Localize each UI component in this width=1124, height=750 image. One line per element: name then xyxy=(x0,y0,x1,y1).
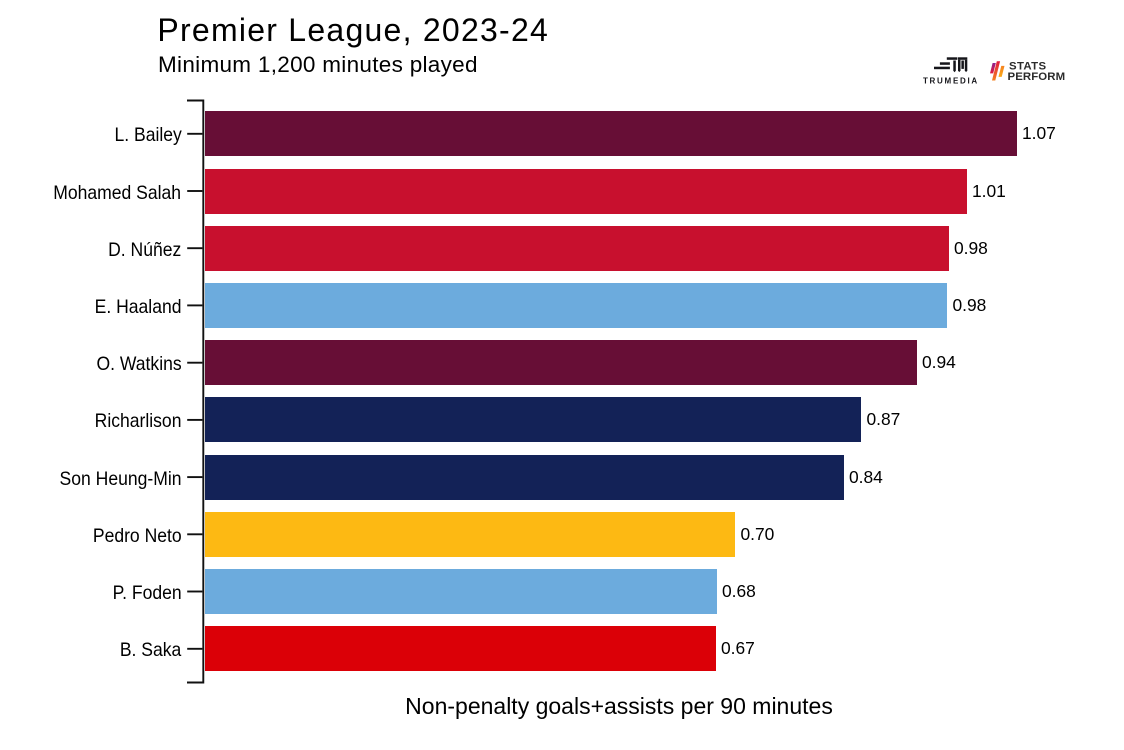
svg-text:TRUMEDIA: TRUMEDIA xyxy=(923,76,979,85)
svg-text:PERFORM: PERFORM xyxy=(1008,71,1066,83)
svg-text:STATS: STATS xyxy=(1009,61,1046,73)
